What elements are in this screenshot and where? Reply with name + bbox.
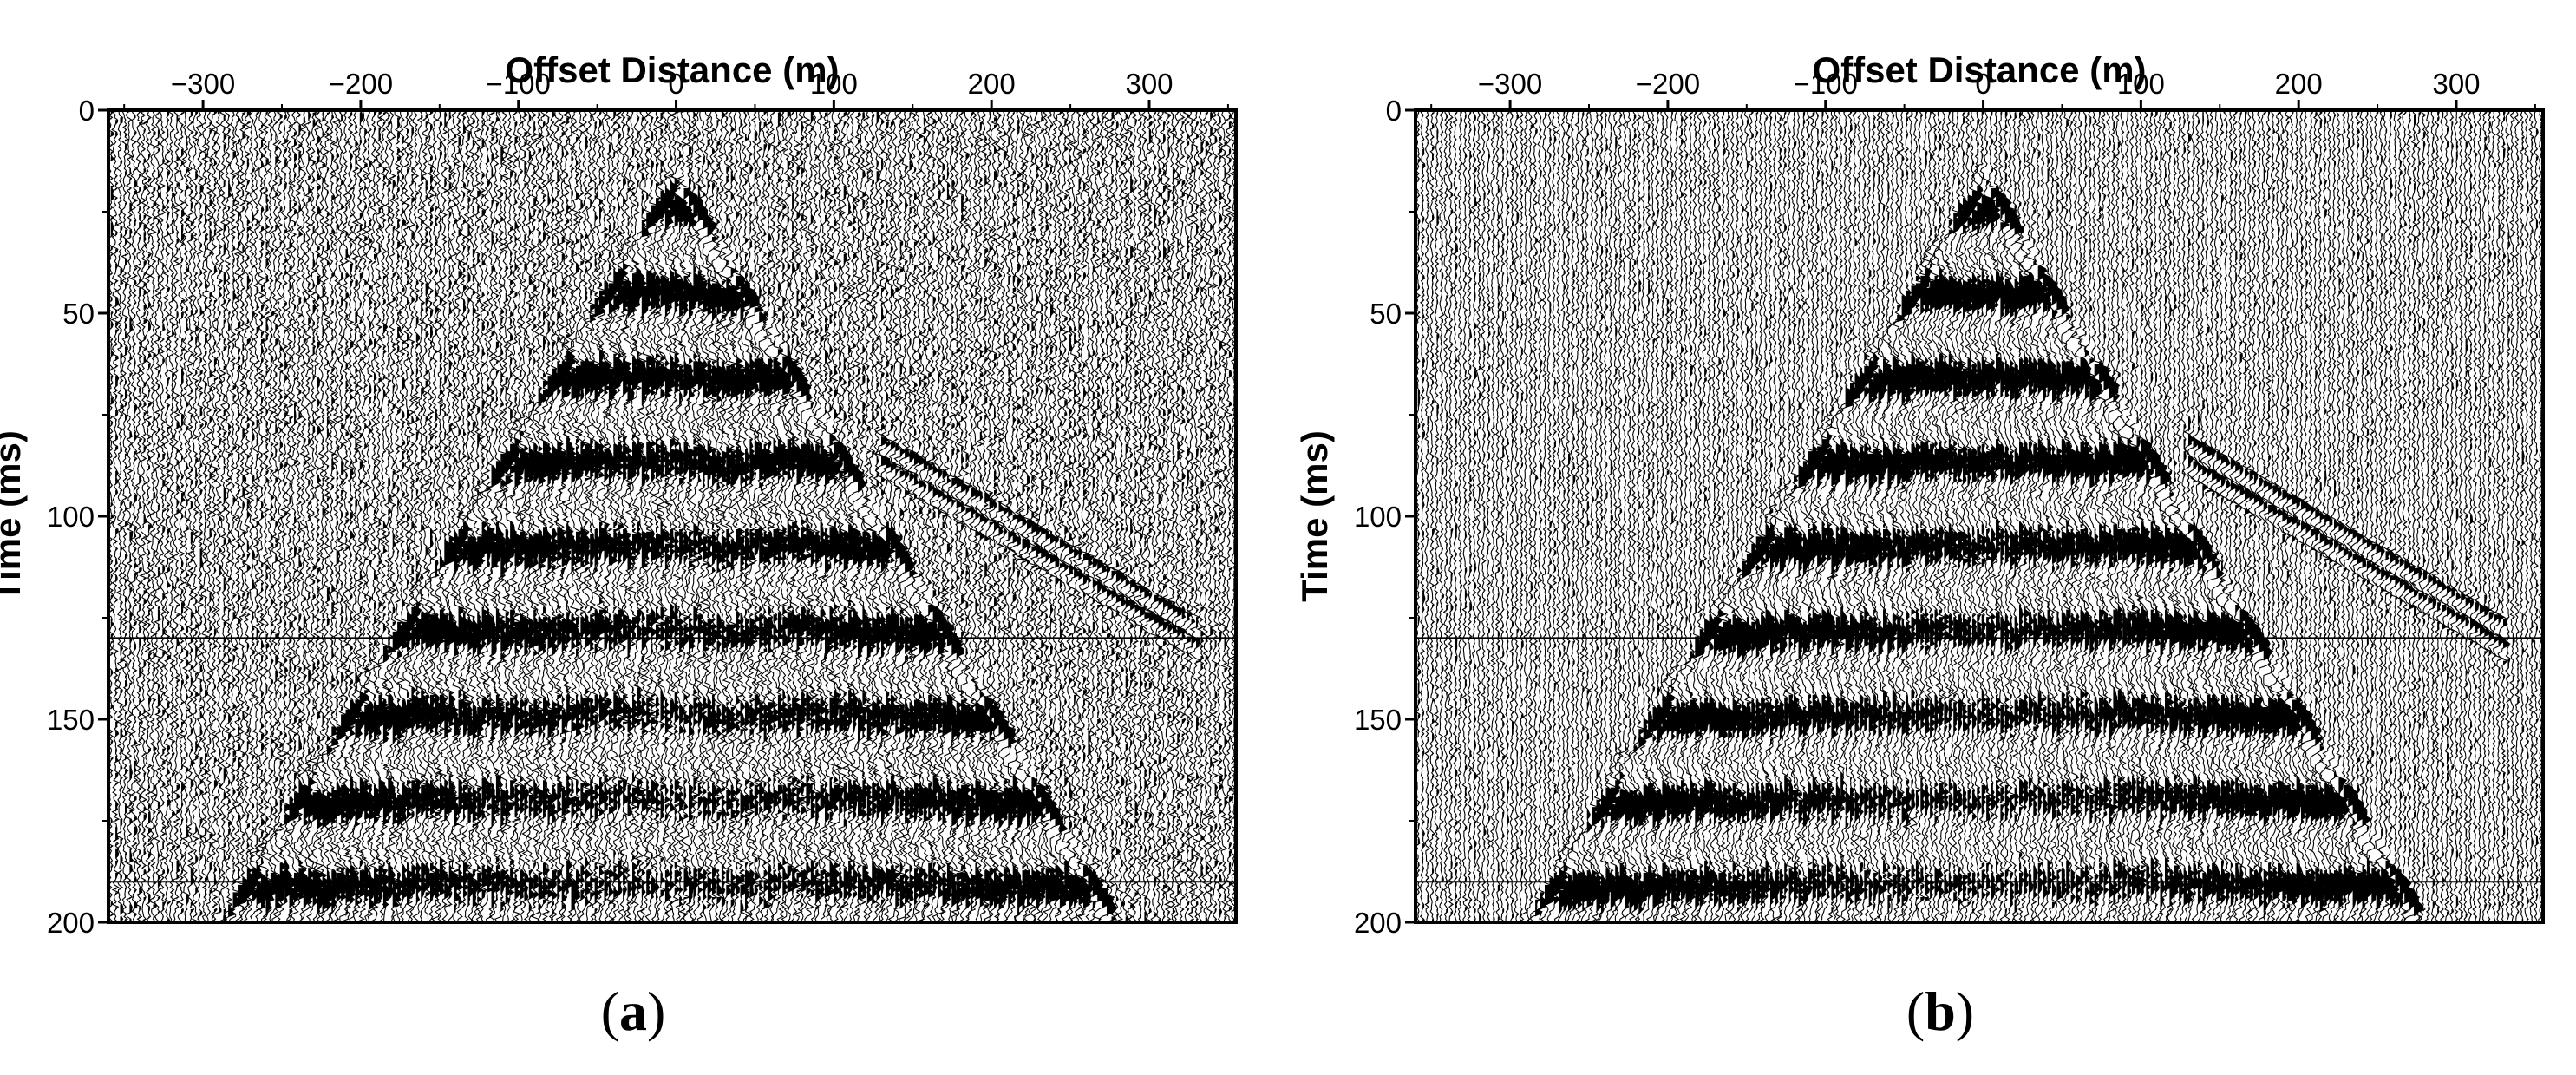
trace-wiggles [106, 109, 1239, 922]
x-axis-title: Offset Distance (m) [505, 49, 839, 90]
y-axis-ticks: 0 50 100 150 200 [1354, 95, 1415, 939]
y-tick-label: 150 [47, 704, 95, 736]
x-tick-label: 300 [1125, 68, 1173, 100]
y-tick-label: 100 [1354, 501, 1402, 533]
panel-caption: (b) [1906, 980, 1974, 1042]
reference-lines [108, 637, 1236, 883]
y-tick-label: 50 [62, 298, 95, 330]
seismic-traces [1415, 109, 2544, 922]
trace-wiggles [1415, 109, 2544, 922]
panel-caption: (a) [601, 980, 666, 1042]
panel-a: −300 −200 −100 0 100 200 300 0 50 100 150 200 Offs… [0, 49, 1239, 1042]
x-tick-label: 300 [2432, 68, 2480, 100]
x-tick-label: −100 [487, 68, 551, 100]
reference-lines [1415, 637, 2543, 883]
y-axis-title: Time (ms) [1294, 430, 1335, 602]
y-axis-title: Time (ms) [0, 430, 28, 602]
x-tick-label: −300 [1478, 68, 1542, 100]
seismic-traces [106, 109, 1239, 922]
x-tick-label: −100 [1794, 68, 1858, 100]
y-tick-label: 100 [47, 501, 95, 533]
x-tick-label: −200 [329, 68, 393, 100]
x-axis-ticks: −300 −200 −100 0 100 200 300 [1430, 68, 2536, 110]
y-tick-label: 200 [1354, 907, 1402, 939]
x-tick-label: 100 [2117, 68, 2165, 100]
x-axis-ticks: −300 −200 −100 0 100 200 300 [123, 68, 1229, 110]
y-tick-label: 0 [79, 95, 95, 127]
x-tick-label: 200 [2275, 68, 2323, 100]
x-axis-title: Offset Distance (m) [1812, 49, 2146, 90]
y-axis-ticks: 0 50 100 150 200 [47, 95, 108, 939]
y-tick-label: 50 [1370, 298, 1402, 330]
x-tick-label: 100 [810, 68, 858, 100]
x-tick-label: −300 [171, 68, 235, 100]
x-tick-label: 0 [1975, 68, 1991, 100]
x-tick-label: −200 [1636, 68, 1700, 100]
x-tick-label: 0 [668, 68, 683, 100]
panel-b: −300 −200 −100 0 100 200 300 0 50 100 150 200 Offs… [1294, 49, 2545, 1042]
x-tick-label: 200 [968, 68, 1016, 100]
y-tick-label: 200 [47, 907, 95, 939]
y-tick-label: 150 [1354, 704, 1402, 736]
y-tick-label: 0 [1386, 95, 1402, 127]
